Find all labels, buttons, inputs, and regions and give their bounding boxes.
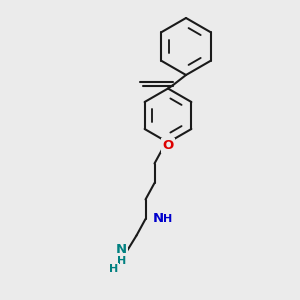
Text: H: H [164, 214, 172, 224]
Text: N: N [152, 212, 164, 226]
Text: H: H [117, 256, 126, 266]
Text: H: H [110, 263, 118, 274]
Text: N: N [116, 243, 127, 256]
Text: O: O [162, 139, 174, 152]
